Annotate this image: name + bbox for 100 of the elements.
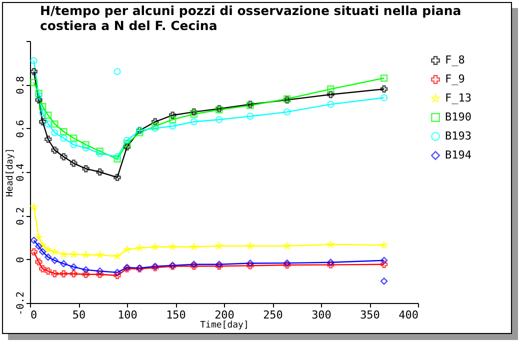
point (60, 260, 68, 268)
point (380, 278, 388, 285)
point (82, 270, 90, 278)
point (96, 148, 104, 155)
point (60, 134, 68, 142)
point (327, 100, 334, 108)
point (44, 112, 52, 119)
point (35, 258, 42, 266)
point (327, 90, 334, 98)
point (51, 270, 58, 278)
point (70, 141, 78, 148)
point (51, 146, 58, 154)
point (60, 250, 68, 258)
y-tick-label: 0.6 (16, 120, 26, 138)
point (60, 153, 68, 160)
point (190, 118, 198, 126)
point (60, 128, 68, 136)
point (136, 129, 144, 136)
point (35, 90, 42, 97)
point (35, 92, 42, 100)
point (246, 112, 254, 120)
x-tick-label: 200 (214, 308, 234, 322)
point (44, 246, 52, 253)
point (216, 242, 223, 250)
point (39, 109, 46, 117)
point (114, 174, 121, 182)
point (70, 263, 78, 271)
point (380, 74, 388, 82)
x-tick-label: 250 (263, 308, 283, 322)
point (39, 102, 46, 110)
point (70, 270, 78, 278)
y-tick-label: 0 (16, 256, 26, 263)
point (30, 248, 38, 256)
point (246, 242, 254, 250)
legend-label: B194 (445, 148, 472, 162)
point (246, 262, 254, 270)
point (30, 78, 38, 86)
point (190, 110, 198, 118)
x-tick-label: 50 (72, 308, 86, 322)
x-tick-label: 150 (166, 308, 186, 322)
point (39, 118, 46, 126)
x-tick-label: 300 (312, 308, 332, 322)
legend-label: F_13 (445, 92, 472, 104)
point (39, 265, 46, 272)
point (96, 251, 104, 258)
point (380, 256, 388, 264)
x-tick-label: 0 (30, 308, 38, 322)
point (82, 144, 90, 152)
point (30, 203, 38, 210)
point (114, 272, 121, 280)
legend-label: B190 (445, 110, 472, 124)
point (152, 118, 159, 126)
point (284, 242, 290, 250)
point (168, 112, 176, 119)
point (327, 258, 334, 266)
point (190, 243, 198, 250)
y-tick-label: 0.2 (16, 207, 26, 226)
point (96, 270, 104, 278)
legend-label: F_9 (445, 72, 465, 86)
point (114, 268, 121, 276)
y-tick-label: 0.4 (16, 163, 26, 182)
point (39, 242, 46, 248)
point (70, 134, 78, 142)
point (82, 251, 90, 258)
x-tick-label: 350 (360, 308, 380, 322)
point (114, 252, 121, 260)
point (51, 256, 58, 264)
x-axis-title: Time[day] (200, 320, 249, 330)
point (380, 242, 388, 248)
point (124, 246, 130, 253)
point (327, 240, 334, 248)
point (190, 108, 198, 116)
point (216, 116, 223, 124)
point (152, 243, 159, 250)
point (51, 120, 58, 128)
point (380, 260, 388, 268)
point (44, 136, 52, 143)
point (123, 140, 131, 148)
point (168, 122, 176, 130)
point (60, 270, 68, 278)
point (82, 141, 90, 148)
point (51, 248, 58, 255)
point (51, 129, 58, 136)
point (35, 96, 42, 104)
point (123, 136, 131, 144)
x-tick-label: 100 (118, 308, 138, 322)
legend-label: F_8 (445, 54, 465, 66)
point (123, 143, 131, 150)
point (169, 243, 176, 250)
point (82, 165, 90, 172)
point (30, 68, 38, 76)
point (380, 85, 388, 93)
point (136, 244, 144, 252)
point (96, 168, 104, 176)
point (39, 248, 46, 256)
point (35, 242, 42, 250)
y-axis-title: Head[day] (6, 148, 16, 197)
point (168, 116, 176, 124)
point (246, 260, 254, 267)
point (96, 150, 104, 158)
